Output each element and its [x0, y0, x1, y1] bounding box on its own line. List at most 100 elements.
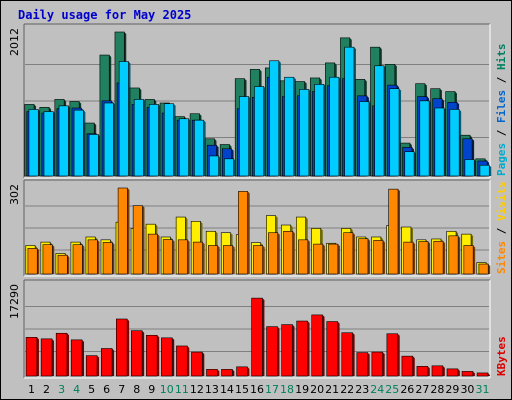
bar-shadow — [337, 244, 340, 274]
x-tick-label: 11 — [175, 383, 189, 396]
x-tick-label: 27 — [415, 383, 429, 396]
bar-kbytes-day-17 — [266, 326, 278, 377]
bar-pages-day-31 — [479, 164, 490, 177]
bar-shadow — [247, 191, 250, 274]
legend-entry: / — [495, 221, 508, 241]
bar-kbytes-day-5 — [85, 355, 98, 377]
bar-kbytes-day-11 — [176, 345, 188, 377]
bar-shadow — [337, 321, 340, 376]
bar-pages-day-5 — [88, 134, 99, 177]
x-tick-label: 13 — [205, 383, 219, 396]
bar-kbytes-day-4 — [70, 339, 83, 377]
bar-shadow — [51, 338, 54, 376]
bar-pages-day-20 — [314, 84, 325, 177]
bar-pages-day-11 — [178, 118, 189, 177]
bar-sites-day-11 — [177, 239, 188, 275]
bar-shadow — [489, 165, 492, 176]
bar-kbytes-day-7 — [116, 318, 128, 377]
bar-shadow — [382, 240, 385, 274]
bar-shadow — [352, 332, 355, 376]
panel-visits: 302 Sites / Visits — [8, 179, 508, 277]
chart-panels: 2012 Pages / Files / Hits 302 Sites / Visit… — [8, 23, 508, 379]
bar-sites-day-29 — [448, 235, 459, 275]
bar-kbytes-day-1 — [25, 337, 38, 377]
x-tick-label: 19 — [295, 383, 309, 396]
bar-kbytes-day-31 — [476, 372, 489, 377]
bar-sites-day-28 — [433, 240, 444, 275]
bar-shadow — [172, 239, 175, 274]
x-tick-label: 21 — [325, 383, 339, 396]
bar-shadow — [292, 231, 295, 274]
bar-shadow — [52, 244, 55, 274]
bar-sites-day-2 — [42, 244, 53, 275]
bar-shadow — [66, 333, 69, 376]
bar-shadow — [142, 205, 145, 274]
legend-entry: KBytes — [495, 336, 508, 376]
bar-shadow — [172, 337, 175, 376]
bar-sites-day-8 — [132, 205, 143, 275]
bar-pages-day-14 — [224, 158, 235, 177]
bar-shadow — [36, 337, 39, 376]
bar-pages-day-27 — [419, 100, 430, 177]
x-tick-label: 25 — [385, 383, 399, 396]
bar-shadow — [382, 352, 385, 376]
bar-pages-day-1 — [28, 109, 39, 177]
bar-shadow — [217, 369, 220, 376]
bar-sites-day-3 — [57, 254, 68, 275]
bar-shadow — [37, 248, 40, 274]
bar-pages-day-8 — [133, 99, 144, 177]
bar-shadow — [307, 239, 310, 274]
bar-sites-day-27 — [418, 241, 429, 275]
bar-pages-day-9 — [148, 104, 159, 177]
bar-sites-day-18 — [283, 230, 294, 275]
bar-sites-day-26 — [403, 241, 414, 275]
x-tick-label: 6 — [103, 383, 110, 396]
bar-shadow — [458, 235, 461, 274]
bar-shadow — [202, 352, 205, 376]
bar-shadow — [112, 242, 115, 274]
bar-shadow — [82, 244, 85, 274]
bar-sites-day-15 — [238, 191, 248, 275]
legend-entry: / — [495, 123, 508, 143]
x-tick-label: 28 — [430, 383, 444, 396]
bar-shadow — [127, 318, 130, 376]
panel-legend: KBytes — [495, 336, 508, 376]
bar-sites-day-25 — [388, 188, 399, 275]
bar-shadow — [277, 232, 280, 274]
bar-kbytes-day-9 — [146, 334, 158, 377]
bar-shadow — [127, 188, 130, 274]
bar-kbytes-day-2 — [40, 338, 53, 377]
bar-sites-day-20 — [313, 243, 324, 275]
bar-sites-day-6 — [102, 242, 113, 275]
bar-shadow — [472, 371, 475, 376]
bar-shadow — [428, 241, 431, 274]
x-tick-label: 26 — [400, 383, 414, 396]
legend-entry: Sites — [495, 241, 508, 274]
bar-kbytes-day-13 — [206, 369, 218, 377]
bar-pages-day-24 — [374, 65, 385, 177]
bar-sites-day-5 — [87, 239, 98, 275]
chart-title: Daily usage for May 2025 — [18, 8, 191, 22]
bar-sites-day-19 — [298, 239, 309, 275]
bar-sites-day-22 — [343, 232, 354, 275]
bar-kbytes-day-8 — [131, 330, 143, 377]
bar-kbytes-day-3 — [55, 332, 68, 377]
bar-sites-day-7 — [117, 187, 128, 275]
bar-shadow — [412, 356, 415, 376]
panel-legend: Pages / Files / Hits — [495, 44, 508, 177]
bar-sites-day-9 — [147, 233, 158, 275]
bar-shadow — [187, 239, 190, 274]
bar-pages-day-7 — [118, 61, 129, 177]
bar-shadow — [277, 326, 280, 376]
bar-kbytes-day-15 — [236, 366, 248, 377]
bar-kbytes-day-18 — [281, 324, 293, 377]
x-tick-label: 5 — [88, 383, 95, 396]
bar-sites-day-10 — [162, 239, 173, 275]
bar-pages-day-21 — [329, 76, 340, 177]
bar-sites-day-4 — [72, 244, 83, 275]
x-tick-label: 14 — [220, 383, 234, 396]
bar-pages-day-29 — [449, 109, 460, 177]
legend-entry: Visits — [495, 181, 508, 221]
bar-kbytes-day-27 — [416, 366, 429, 377]
